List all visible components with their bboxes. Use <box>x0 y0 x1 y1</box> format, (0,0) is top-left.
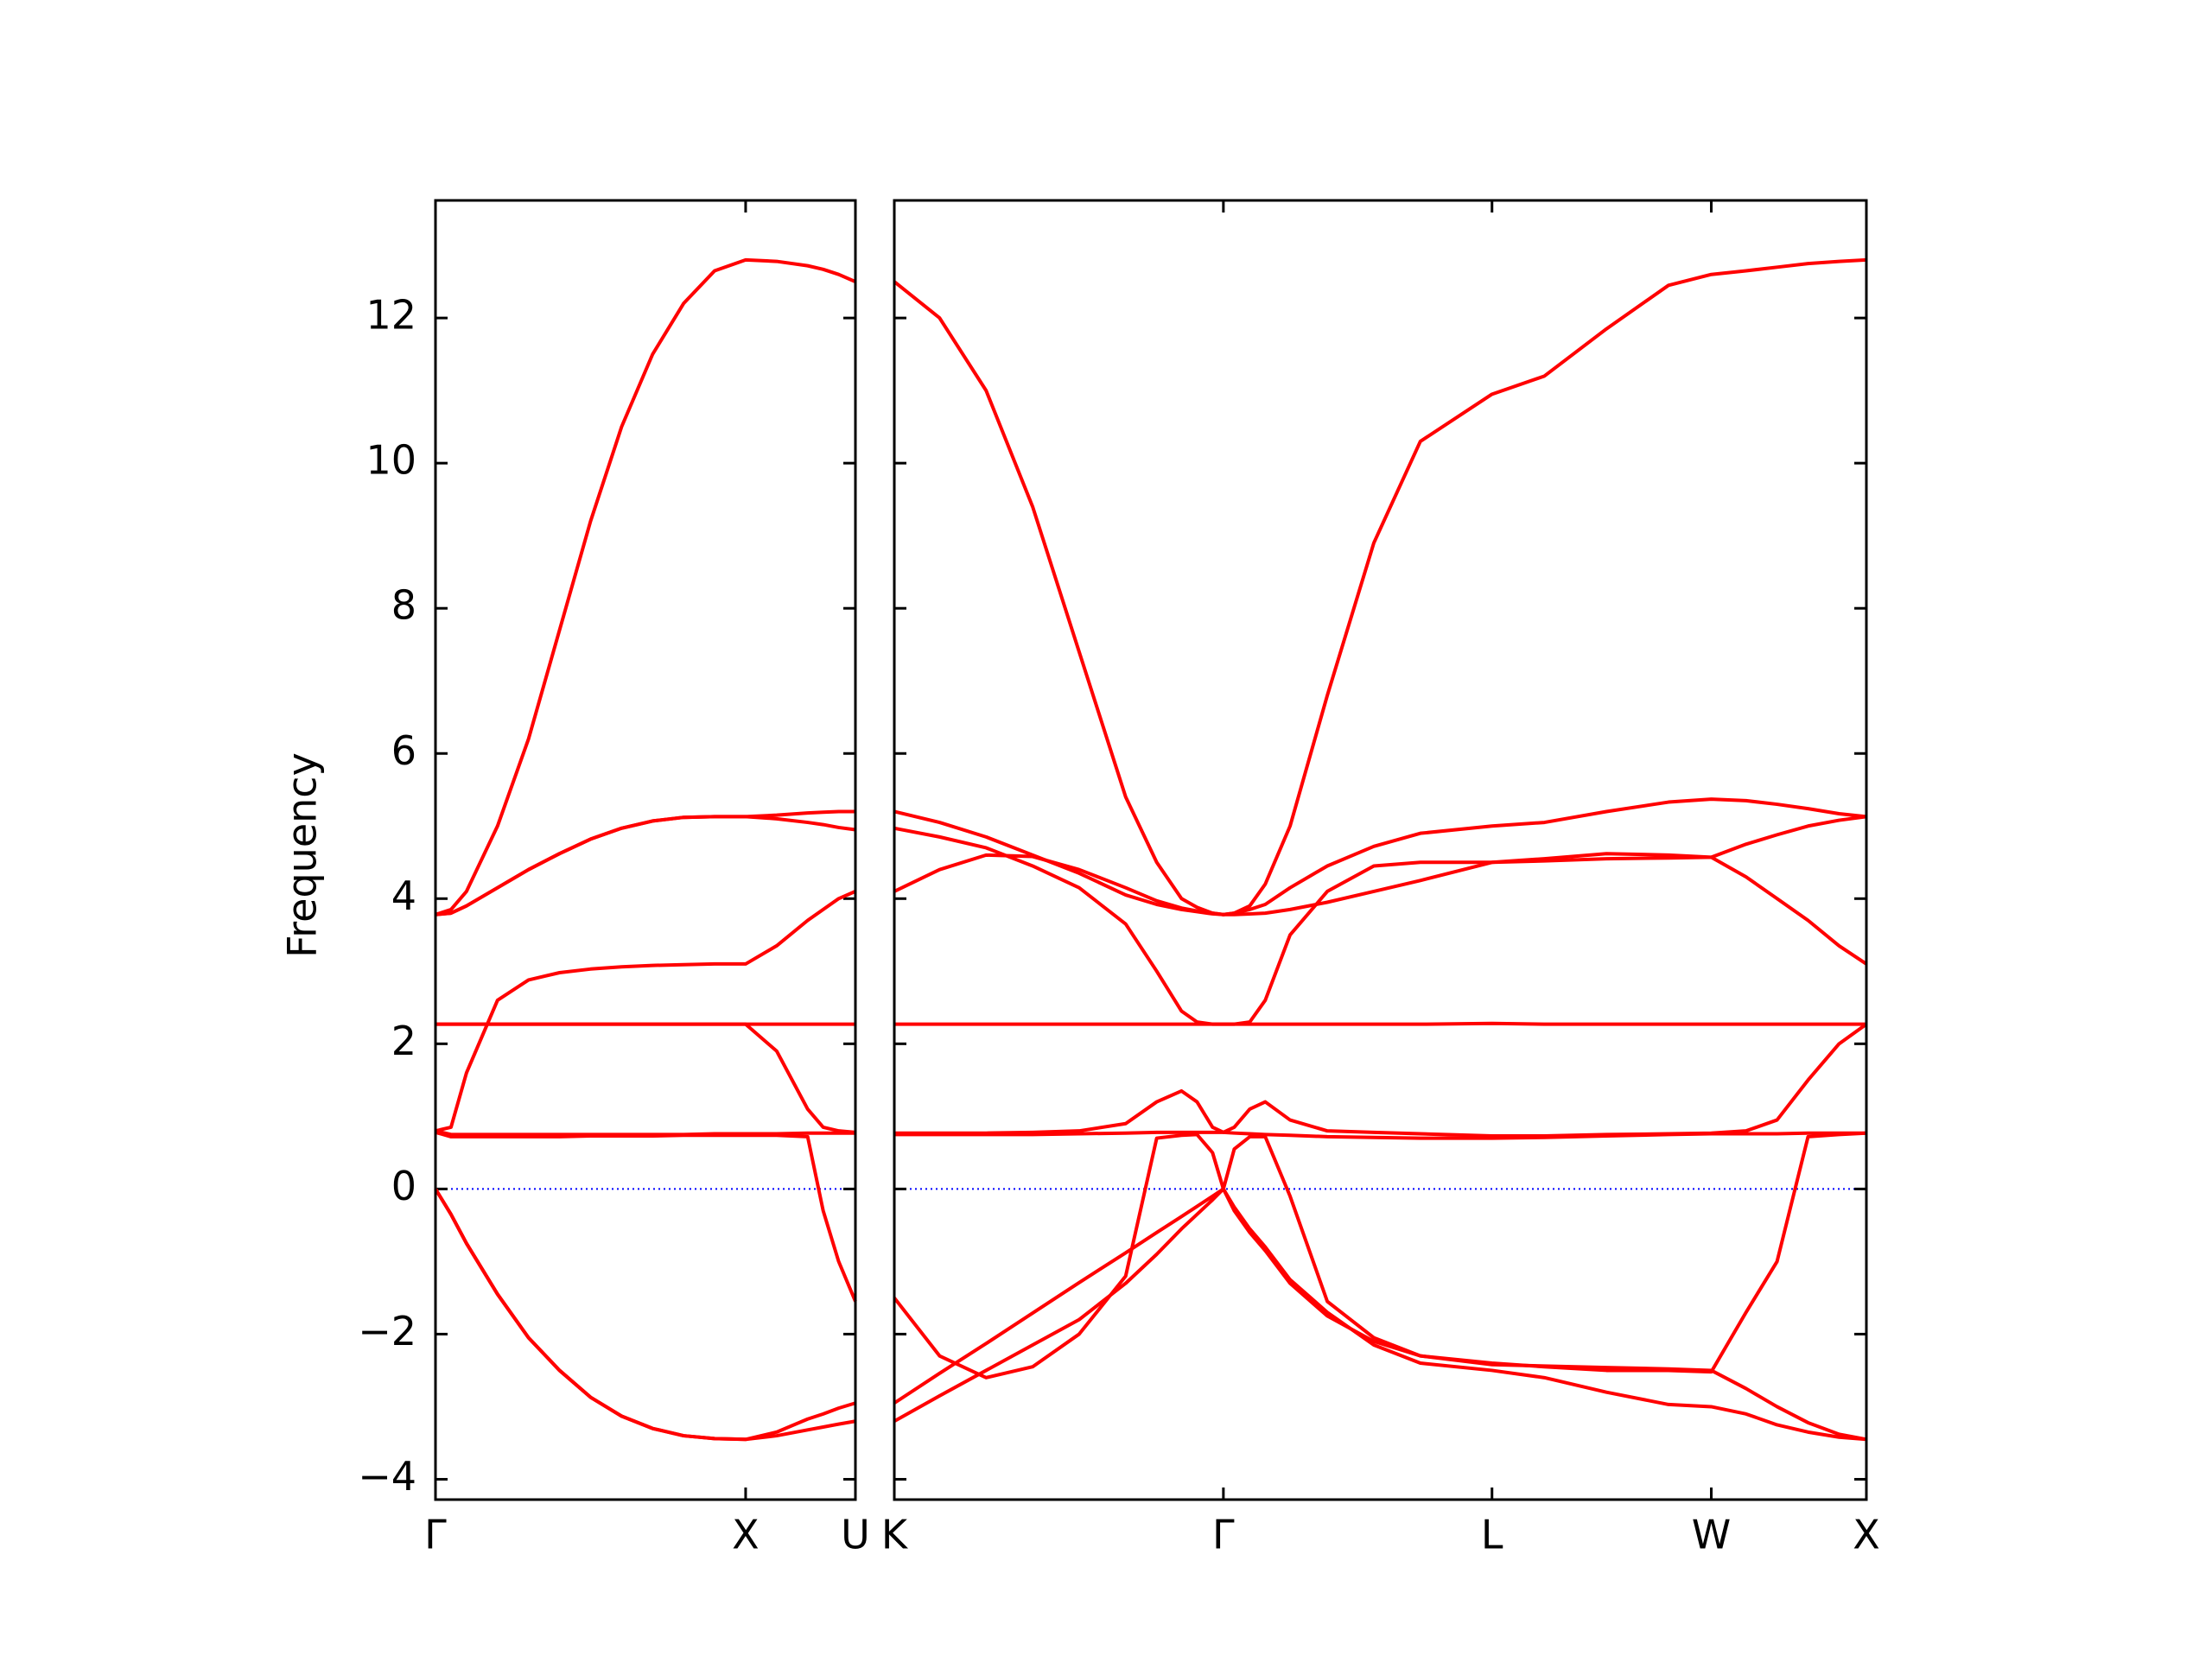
band-line <box>435 1022 856 1134</box>
y-tick-label: 12 <box>365 292 416 339</box>
band-line <box>893 1187 1867 1442</box>
band-line <box>893 815 1867 917</box>
y-tick-label: −4 <box>358 1453 416 1500</box>
x-tick-label: W <box>1692 1512 1731 1558</box>
band-line <box>893 826 1868 1026</box>
band-line <box>434 1188 856 1442</box>
y-tick-label: 0 <box>391 1163 416 1209</box>
x-tick-label: Γ <box>1212 1512 1235 1558</box>
band-line <box>893 1187 1867 1442</box>
x-tick-label: X <box>1853 1512 1880 1558</box>
panel-frame <box>434 199 857 1501</box>
band-line <box>435 1130 857 1303</box>
band-line <box>435 257 856 917</box>
panel-frame <box>893 199 1868 1501</box>
x-tick-label: X <box>732 1512 760 1558</box>
band-line <box>893 797 1867 917</box>
band-line <box>435 815 856 917</box>
y-tick-label: 8 <box>391 582 416 629</box>
x-tick-label: U <box>841 1512 870 1558</box>
y-tick-label: 4 <box>391 872 416 919</box>
band-line <box>893 257 1867 917</box>
y-tick-label: 6 <box>391 727 416 774</box>
band-line <box>894 1023 1868 1139</box>
y-tick-label: 2 <box>391 1018 416 1064</box>
band-line <box>435 1129 855 1137</box>
band-line <box>894 1130 1866 1140</box>
band-line <box>434 1188 856 1442</box>
y-axis-label: Frequency <box>279 752 326 958</box>
x-tick-label: K <box>881 1512 909 1558</box>
x-tick-label: Γ <box>424 1512 447 1558</box>
x-tick-label: L <box>1481 1512 1503 1558</box>
y-tick-label: −2 <box>358 1308 416 1354</box>
band-line <box>893 1131 1867 1380</box>
y-tick-label: 10 <box>365 437 416 484</box>
band-line <box>435 890 856 1133</box>
